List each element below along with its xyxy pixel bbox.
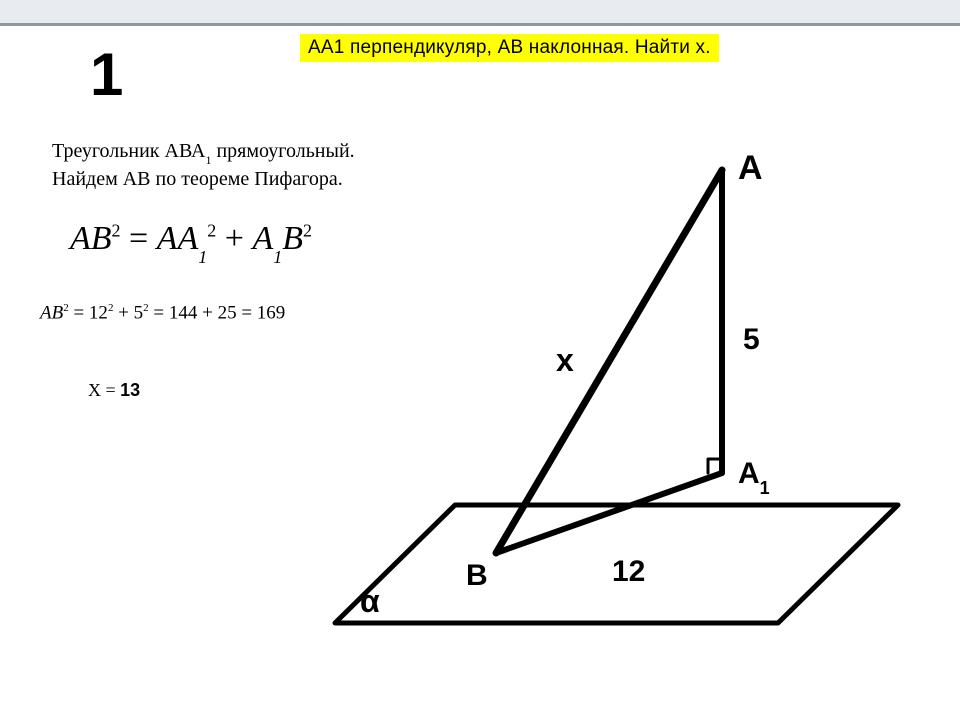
pythagoras-formula: AB2 = AA12 + A1B2 [70, 220, 312, 262]
statement-line1a: Треугольник АВА [52, 140, 205, 162]
label-alpha: α [360, 583, 380, 620]
fs-s1: = 12 [69, 302, 108, 323]
problem-number: 1 [90, 40, 123, 109]
label-12: 12 [612, 555, 645, 589]
header-band [0, 0, 960, 26]
geometry-diagram: A A1 Bx 5 12 α [290, 135, 930, 665]
f-eq: = [129, 220, 157, 257]
fs-lhs: AB [40, 302, 63, 323]
fs-s2: + 5 [113, 302, 143, 323]
label-B: B [466, 559, 488, 593]
label-A1: A1 [738, 457, 770, 495]
slide-root: 1 АА1 перпендикуляр, АВ наклонная. Найти… [0, 0, 960, 720]
label-x: x [556, 342, 574, 379]
f-t1: AA [157, 220, 199, 257]
answer-value: 13 [120, 380, 140, 400]
f-t2-sub: 1 [273, 247, 282, 267]
label-5: 5 [743, 323, 760, 357]
f-lhs-exp: 2 [112, 221, 121, 241]
f-t1-sub: 1 [198, 247, 207, 267]
label-A: A [738, 149, 763, 188]
numeric-formula: AB2 = 122 + 52 = 144 + 25 = 169 [40, 302, 285, 324]
statement-sub1: 1 [205, 153, 211, 167]
diagram-svg [290, 135, 930, 665]
f-t2a: A [252, 220, 273, 257]
answer-prefix: X = [88, 380, 120, 400]
f-plus: + [225, 220, 253, 257]
f-t1-exp: 2 [207, 221, 216, 241]
f-lhs: AB [70, 220, 112, 257]
answer-line: X = 13 [88, 380, 140, 401]
fs-s3: = 144 + 25 = 169 [149, 302, 286, 323]
task-highlight: АА1 перпендикуляр, АВ наклонная. Найти х… [300, 34, 719, 62]
